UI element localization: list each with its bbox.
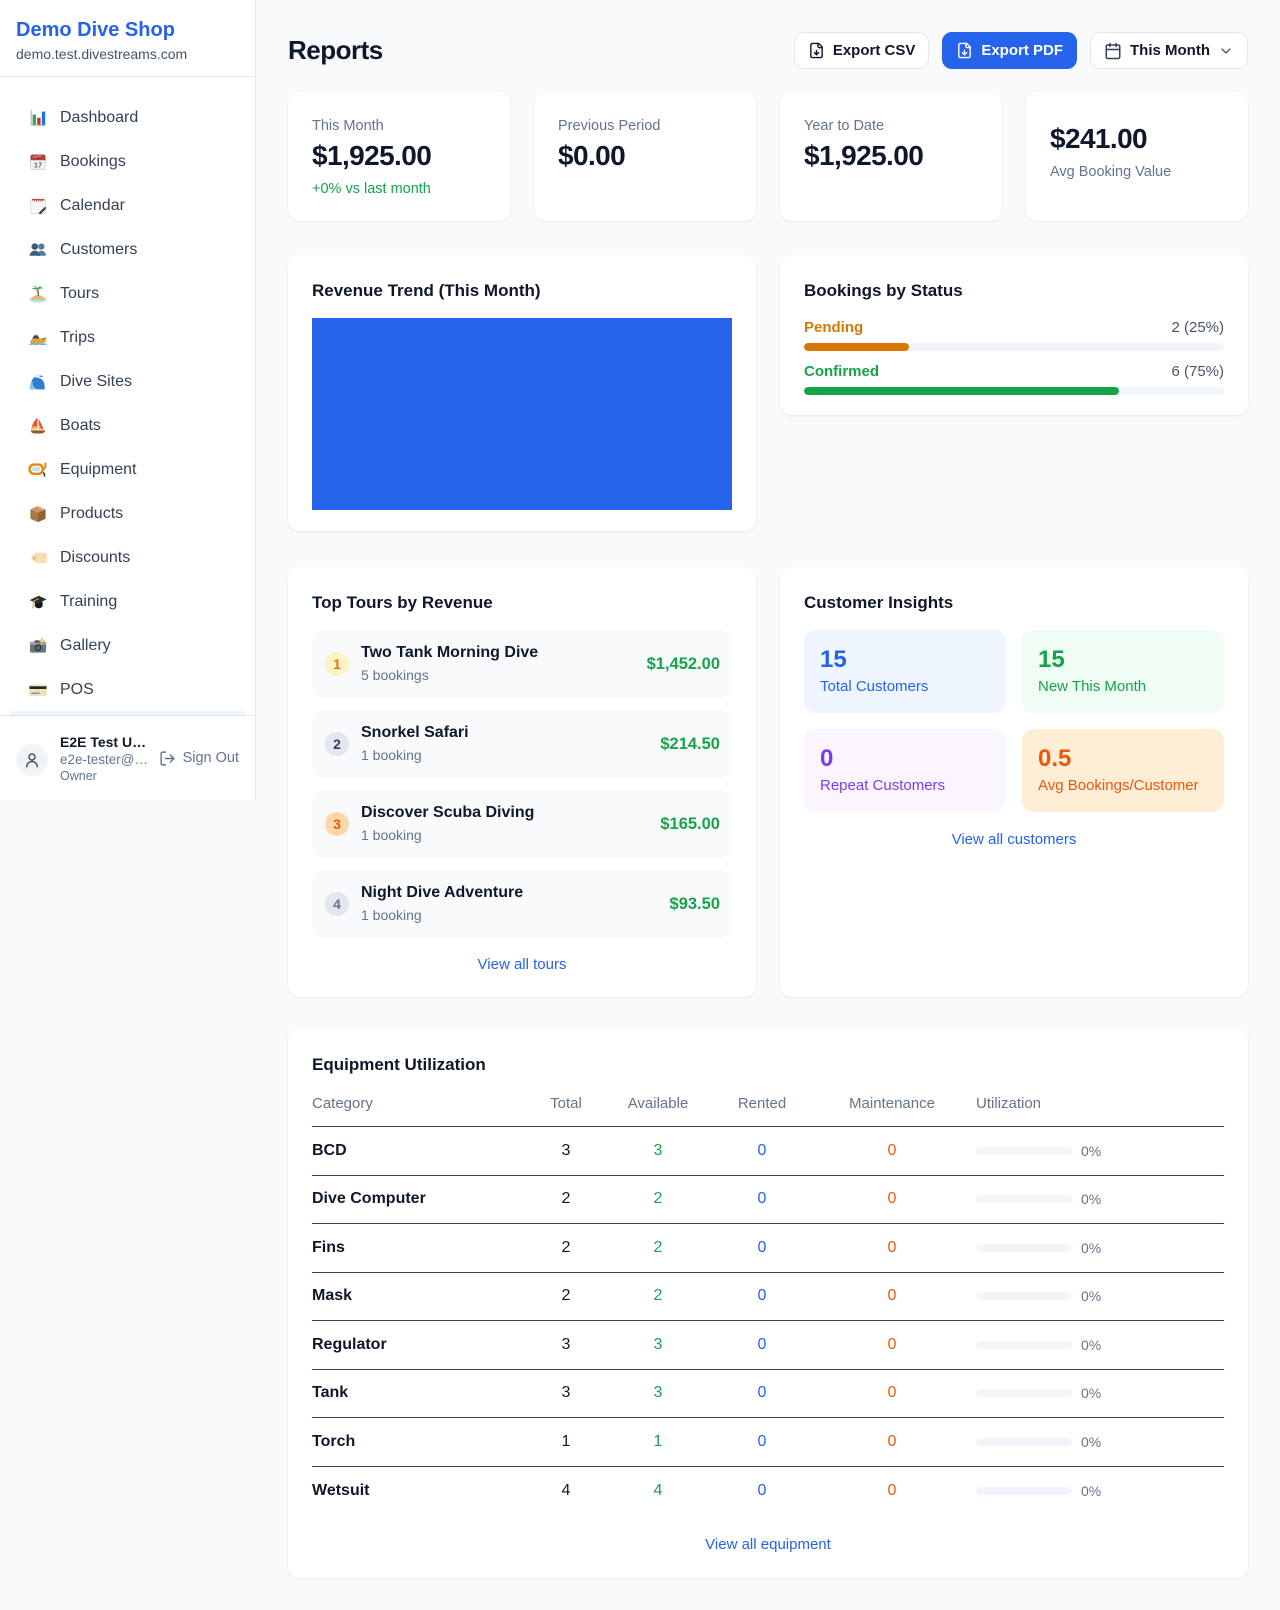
svg-text:17: 17 bbox=[34, 161, 42, 170]
